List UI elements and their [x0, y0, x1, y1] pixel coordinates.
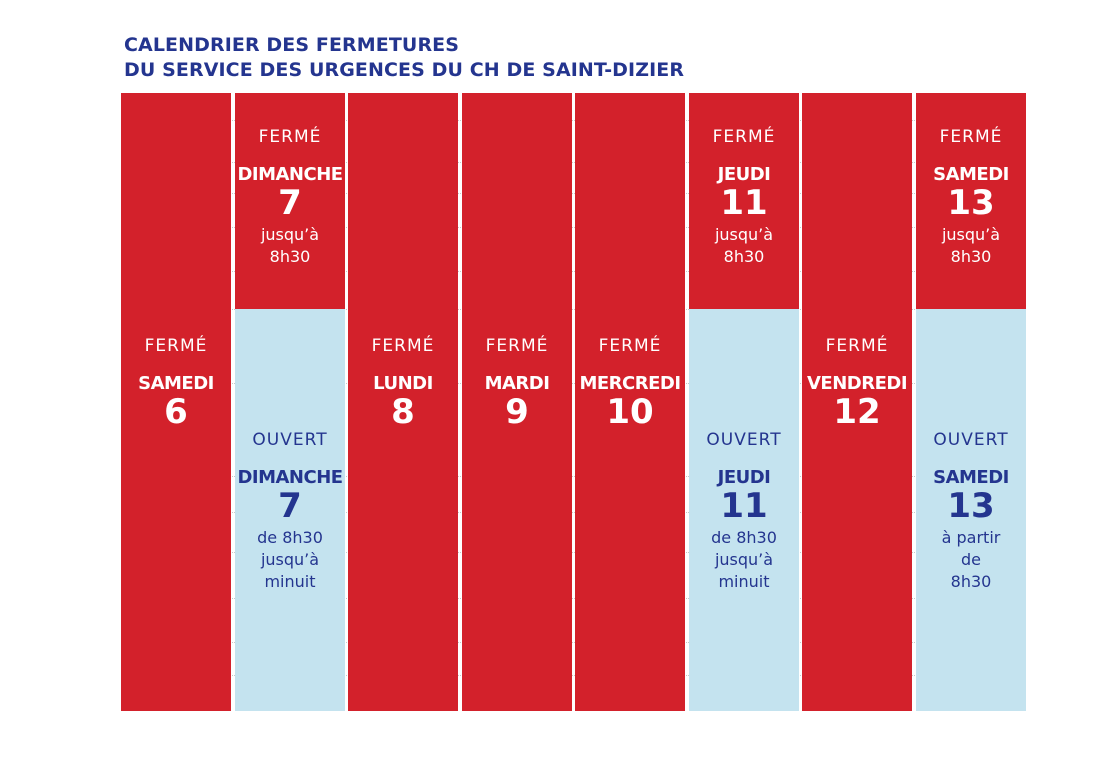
day-column: FERMÉ MERCREDI 10	[575, 93, 685, 711]
status-label: FERMÉ	[825, 335, 889, 356]
grid-line	[121, 512, 1023, 513]
grid-line	[121, 598, 1023, 599]
status-label: OUVERT	[252, 430, 328, 450]
day-column: FERMÉ LUNDI 8	[348, 93, 458, 711]
day-number: 13	[947, 486, 995, 526]
day-name: SAMEDI	[933, 467, 1009, 488]
day-name: JEUDI	[717, 467, 771, 488]
day-number: 10	[606, 391, 654, 432]
day-name: MERCREDI	[579, 372, 681, 394]
status-label: FERMÉ	[258, 127, 322, 147]
day-name: JEUDI	[717, 164, 771, 185]
closed-period: FERMÉ SAMEDI 6	[121, 93, 231, 711]
grid-line	[121, 552, 1023, 553]
hours-note: de 8h30 jusqu’à minuit	[257, 528, 323, 591]
day-name: SAMEDI	[933, 164, 1009, 185]
grid-line	[121, 162, 1023, 163]
status-label: FERMÉ	[939, 127, 1003, 147]
title-line-2: DU SERVICE DES URGENCES DU CH DE SAINT-D…	[124, 59, 685, 81]
day-number: 11	[720, 486, 768, 526]
day-name: MARDI	[484, 372, 550, 394]
day-number: 8	[391, 391, 415, 432]
grid-line	[121, 309, 1023, 310]
closure-calendar: FERMÉ SAMEDI 6 FERMÉ DIMANCHE 7 jusqu’à 8h30 OU…	[121, 93, 1026, 711]
closed-period: FERMÉ LUNDI 8	[348, 93, 458, 711]
closed-period: FERMÉ JEUDI 11 jusqu’à 8h30	[689, 93, 799, 309]
status-label: OUVERT	[933, 430, 1009, 450]
day-name: VENDREDI	[806, 372, 908, 394]
grid-line	[121, 227, 1023, 228]
open-period: OUVERT JEUDI 11 de 8h30 jusqu’à minuit	[689, 309, 799, 711]
day-number: 9	[505, 391, 529, 432]
grid-line	[121, 383, 1023, 384]
open-period: OUVERT DIMANCHE 7 de 8h30 jusqu’à minuit	[235, 309, 345, 711]
grid-line	[121, 642, 1023, 643]
hours-note: jusqu’à 8h30	[714, 225, 774, 266]
grid-line	[121, 675, 1023, 676]
grid-line	[121, 476, 1023, 477]
day-number: 13	[947, 183, 995, 223]
status-label: FERMÉ	[144, 335, 208, 356]
title-line-1: CALENDRIER DES FERMETURES	[124, 34, 460, 56]
hours-note: à partir de 8h30	[941, 528, 1001, 591]
day-number: 11	[720, 183, 768, 223]
closed-period: FERMÉ MARDI 9	[462, 93, 572, 711]
day-column: FERMÉ DIMANCHE 7 jusqu’à 8h30 OUVERT DIMANCHE…	[235, 93, 345, 711]
status-label: OUVERT	[706, 430, 782, 450]
status-label: FERMÉ	[598, 335, 662, 356]
grid-line	[121, 271, 1023, 272]
day-number: 7	[278, 486, 302, 526]
open-period: OUVERT SAMEDI 13 à partir de 8h30	[916, 309, 1026, 711]
day-number: 7	[278, 183, 302, 223]
status-label: FERMÉ	[712, 127, 776, 147]
grid-line	[121, 120, 1023, 121]
day-name: DIMANCHE	[237, 467, 343, 488]
status-label: FERMÉ	[485, 335, 549, 356]
day-number: 6	[164, 391, 188, 432]
day-column: FERMÉ VENDREDI 12	[802, 93, 912, 711]
day-name: DIMANCHE	[237, 164, 343, 185]
day-name: LUNDI	[373, 372, 433, 394]
day-name: SAMEDI	[138, 372, 214, 394]
day-column: FERMÉ JEUDI 11 jusqu’à 8h30 OUVERT JEUDI 11 de …	[689, 93, 799, 711]
hours-note: jusqu’à 8h30	[260, 225, 320, 266]
day-column: FERMÉ SAMEDI 13 jusqu’à 8h30 OUVERT SAMEDI 13 à…	[916, 93, 1026, 711]
day-column: FERMÉ MARDI 9	[462, 93, 572, 711]
closed-period: FERMÉ DIMANCHE 7 jusqu’à 8h30	[235, 93, 345, 309]
closed-period: FERMÉ SAMEDI 13 jusqu’à 8h30	[916, 93, 1026, 309]
grid-line	[121, 193, 1023, 194]
page-title: CALENDRIER DES FERMETURES DU SERVICE DES…	[124, 33, 684, 83]
hours-note: jusqu’à 8h30	[941, 225, 1001, 266]
day-column: FERMÉ SAMEDI 6	[121, 93, 231, 711]
day-number: 12	[833, 391, 881, 432]
closed-period: FERMÉ VENDREDI 12	[802, 93, 912, 711]
status-label: FERMÉ	[371, 335, 435, 356]
closed-period: FERMÉ MERCREDI 10	[575, 93, 685, 711]
hours-note: de 8h30 jusqu’à minuit	[711, 528, 777, 591]
